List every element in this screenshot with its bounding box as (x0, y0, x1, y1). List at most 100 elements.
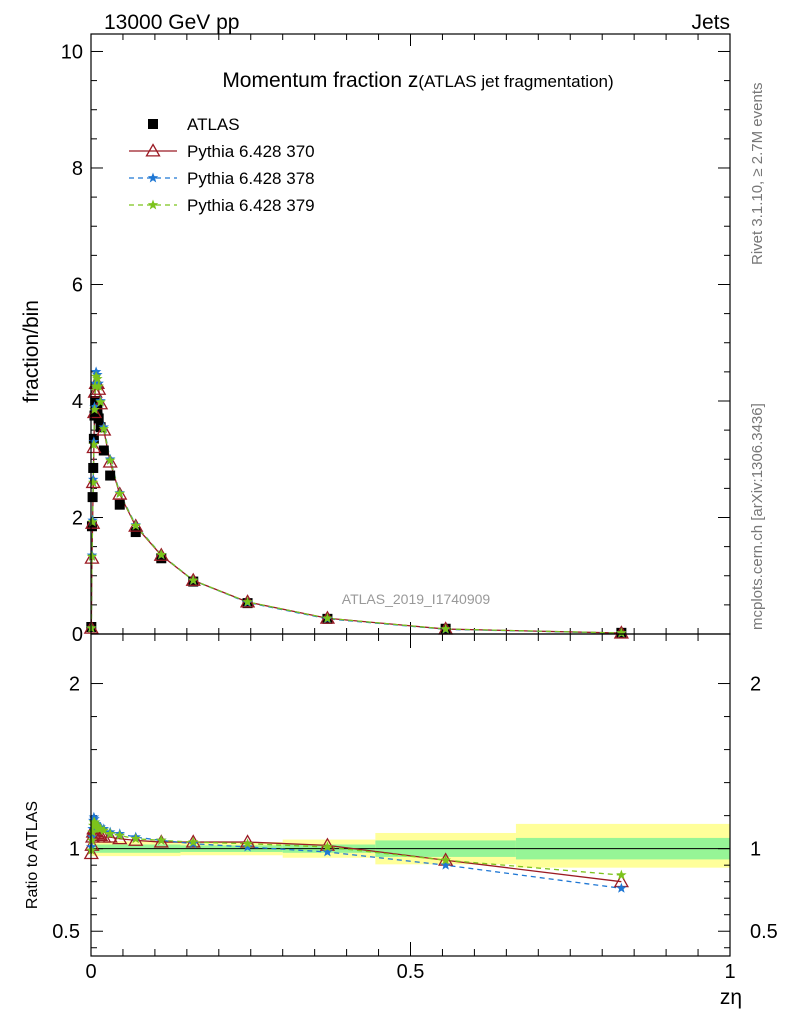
data-point-atlas (87, 492, 98, 503)
header-category-label: Jets (691, 11, 730, 34)
data-point-pythia-6-428-379 (93, 380, 104, 391)
main-title-text: Momentum fraction z (222, 69, 418, 92)
ratio-point-pythia-6-428-379 (104, 828, 116, 839)
data-point-pythia-6-428-370 (87, 384, 103, 398)
data-point-pythia-6-428-379 (88, 439, 100, 450)
ratio-point-pythia-6-428-379 (87, 826, 98, 837)
main-series-layer (83, 366, 629, 639)
ratio-series-layer (83, 811, 629, 893)
legend-marker-atlas (148, 119, 158, 129)
ratio-point-pythia-6-428-379 (92, 821, 103, 832)
ratio-point-pythia-6-428-379 (242, 838, 253, 849)
data-point-pythia-6-428-379 (98, 423, 110, 434)
ratio-point-pythia-6-428-378 (322, 846, 333, 857)
data-point-pythia-6-428-379 (90, 371, 102, 381)
data-point-pythia-6-428-379 (188, 574, 199, 585)
main-axis-ticks: 0 2 4 6 8 10 (61, 34, 731, 646)
legend-label-atlas: ATLAS (187, 115, 240, 134)
y-tick-label: 8 (72, 158, 83, 180)
ratio-axis-ticks: 0.5 0.51 12 20 0.5 1 (52, 634, 778, 983)
ratio-point-pythia-6-428-379 (188, 836, 199, 847)
y-tick-label: 4 (72, 391, 83, 413)
data-point-atlas (93, 413, 104, 424)
ratio-y-tick-label: 2 (69, 674, 80, 696)
ratio-plot-panel: 0.5 0.51 12 20 0.5 1 Ratio to ATLAS zη (24, 633, 778, 1009)
main-plot-panel: 0 2 4 6 8 10 fraction/bin Momentum fraction z… (20, 33, 731, 646)
ratio-point-pythia-6-428-379 (98, 825, 110, 835)
ratio-point-pythia-6-428-370 (102, 829, 118, 843)
ratio-plot-frame (90, 633, 731, 957)
ratio-point-pythia-6-428-379 (114, 829, 125, 840)
data-point-pythia-6-428-379 (92, 373, 103, 384)
data-point-pythia-6-428-379 (87, 516, 98, 527)
ratio-point-pythia-6-428-370 (128, 832, 144, 846)
y-tick-label: 2 (72, 507, 83, 529)
legend-marker-pythia-6-428-379 (147, 199, 159, 210)
data-point-pythia-6-428-370 (102, 454, 118, 468)
legend-marker-pythia-6-428-370 (145, 143, 161, 157)
data-point-pythia-6-428-370 (92, 396, 109, 410)
ratio-point-pythia-6-428-370 (112, 830, 128, 845)
data-point-pythia-6-428-379 (440, 623, 451, 634)
ratio-point-pythia-6-428-379 (86, 834, 98, 845)
x-tick-label: 0.5 (397, 961, 425, 983)
y-tick-label: 6 (72, 274, 83, 296)
ratio-point-pythia-6-428-378 (242, 841, 253, 852)
x-tick-label: 1 (724, 961, 735, 983)
data-point-pythia-6-428-379 (156, 549, 167, 560)
ratio-y-tick-label: 1 (69, 839, 80, 861)
data-point-pythia-6-428-379 (130, 520, 141, 531)
y-tick-label: 0 (72, 624, 83, 646)
ratio-point-pythia-6-428-379 (156, 834, 167, 845)
legend-label-pythia-6-428-370: Pythia 6.428 370 (187, 142, 315, 161)
ratio-point-pythia-6-428-370 (92, 827, 109, 841)
ratio-point-pythia-6-428-379 (95, 823, 106, 834)
ratio-point-pythia-6-428-379 (130, 833, 141, 844)
data-point-pythia-6-428-379 (95, 396, 106, 407)
ratio-point-pythia-6-428-379 (90, 820, 102, 830)
data-point-pythia-6-428-379 (322, 612, 333, 623)
ratio-y-tick-label-right: 2 (750, 674, 761, 696)
data-point-pythia-6-428-370 (84, 515, 101, 529)
main-chart-title: Momentum fraction z(ATLAS jet fragmentat… (222, 69, 613, 92)
analysis-watermark: ATLAS_2019_I1740909 (342, 591, 491, 607)
ratio-y-tick-label: 0.5 (52, 921, 80, 943)
ratio-y-axis-label: Ratio to ATLAS (24, 801, 41, 909)
data-point-atlas (98, 445, 109, 456)
ratio-point-pythia-6-428-379 (616, 869, 627, 880)
data-point-atlas (91, 398, 102, 409)
x-tick-label: 0 (85, 961, 96, 983)
ratio-point-pythia-6-428-379 (440, 854, 451, 865)
data-point-pythia-6-428-379 (616, 627, 627, 638)
series-line-pythia-6-428-379 (90, 374, 622, 634)
ratio-y-tick-label-right: 0.5 (750, 921, 778, 943)
data-point-pythia-6-428-379 (242, 596, 253, 607)
rivet-info-label: Rivet 3.1.10, ≥ 2.7M events (749, 83, 766, 266)
data-point-pythia-6-428-370 (96, 422, 112, 436)
legend-label-pythia-6-428-379: Pythia 6.428 379 (187, 196, 315, 215)
data-point-atlas (86, 521, 97, 532)
data-point-pythia-6-428-370 (84, 550, 100, 564)
data-point-pythia-6-428-379 (88, 477, 99, 487)
main-y-axis-label: fraction/bin (20, 300, 43, 403)
ratio-point-pythia-6-428-370 (153, 834, 169, 848)
ratio-y-tick-label-right: 1 (750, 839, 761, 861)
data-point-pythia-6-428-379 (104, 454, 116, 465)
data-point-pythia-6-428-379 (86, 551, 98, 561)
data-point-atlas (105, 470, 116, 481)
data-point-atlas (114, 499, 125, 510)
data-point-pythia-6-428-379 (114, 488, 125, 499)
ratio-point-pythia-6-428-378 (440, 859, 451, 870)
main-title-suffix: (ATLAS jet fragmentation) (418, 72, 613, 91)
data-point-pythia-6-428-379 (89, 404, 100, 415)
legend-marker-pythia-6-428-378 (147, 172, 159, 183)
y-tick-label: 10 (61, 41, 83, 63)
mcplots-info-label: mcplots.cern.ch [arXiv:1306.3436] (749, 403, 766, 630)
chart-legend: ATLAS Pythia 6.428 370 Pythia 6.428 378 Pyt… (129, 115, 315, 215)
ratio-point-pythia-6-428-378 (616, 882, 627, 893)
x-axis-label: zη (720, 986, 742, 1009)
ratio-point-pythia-6-428-379 (322, 841, 333, 852)
data-point-atlas (88, 462, 99, 473)
legend-label-pythia-6-428-378: Pythia 6.428 378 (187, 169, 315, 188)
